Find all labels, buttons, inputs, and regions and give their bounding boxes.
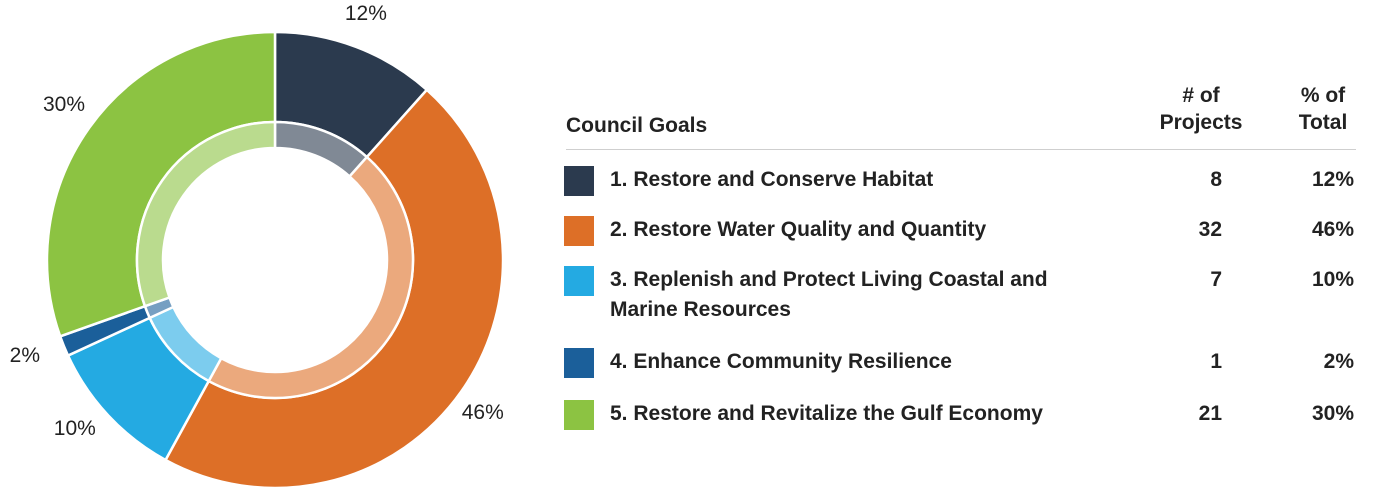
donut-inner-ring-5 [135,120,277,308]
header-divider [566,149,1356,150]
slice-label-2: 46% [461,400,504,424]
legend-swatch-5 [564,400,594,430]
legend-percent-5: 30% [1311,402,1354,425]
legend-row-3: 3. Replenish and Protect Living Coastal … [562,261,1362,321]
slice-label-4: 2% [9,344,41,368]
legend-row-5: 5. Restore and Revitalize the Gulf Econo… [562,395,1362,445]
donut-svg [45,30,505,487]
header-council-goals: Council Goals [566,114,708,137]
legend-swatch-4 [564,348,594,378]
legend-projects-4: 1 [1210,350,1222,373]
legend-swatch-3 [564,266,594,296]
legend-projects-1: 8 [1210,168,1222,191]
slice-label-5: 30% [43,92,86,116]
legend-goal-4: 4. Enhance Community Resilience [610,350,952,373]
slice-label-1: 12% [344,2,387,26]
legend-goal-5: 5. Restore and Revitalize the Gulf Econo… [610,402,1043,425]
legend-percent-1: 12% [1311,168,1354,191]
legend-row-1: 1. Restore and Conserve Habitat 8 12% [562,161,1362,211]
legend-projects-2: 32 [1198,218,1222,241]
legend-percent-4: 2% [1323,350,1354,373]
legend-goal-3: 3. Replenish and Protect Living Coastal … [610,268,1048,321]
legend-projects-5: 21 [1198,402,1222,425]
header-num-projects: # of Projects [1159,84,1243,134]
legend-projects-3: 7 [1210,268,1222,291]
header-percent-total: % of Total [1298,84,1348,134]
legend-percent-3: 10% [1311,268,1354,291]
legend-percent-2: 46% [1311,218,1354,241]
donut-chart: 12% 46% 10% 2% 30% [0,0,560,487]
legend-row-2: 2. Restore Water Quality and Quantity 32 4… [562,211,1362,261]
legend-goal-1: 1. Restore and Conserve Habitat [610,168,934,191]
legend-goal-2: 2. Restore Water Quality and Quantity [610,218,987,241]
legend-swatch-2 [564,216,594,246]
legend-row-4: 4. Enhance Community Resilience 1 2% [562,343,1362,393]
legend-swatch-1 [564,166,594,196]
slice-label-3: 10% [53,417,96,441]
